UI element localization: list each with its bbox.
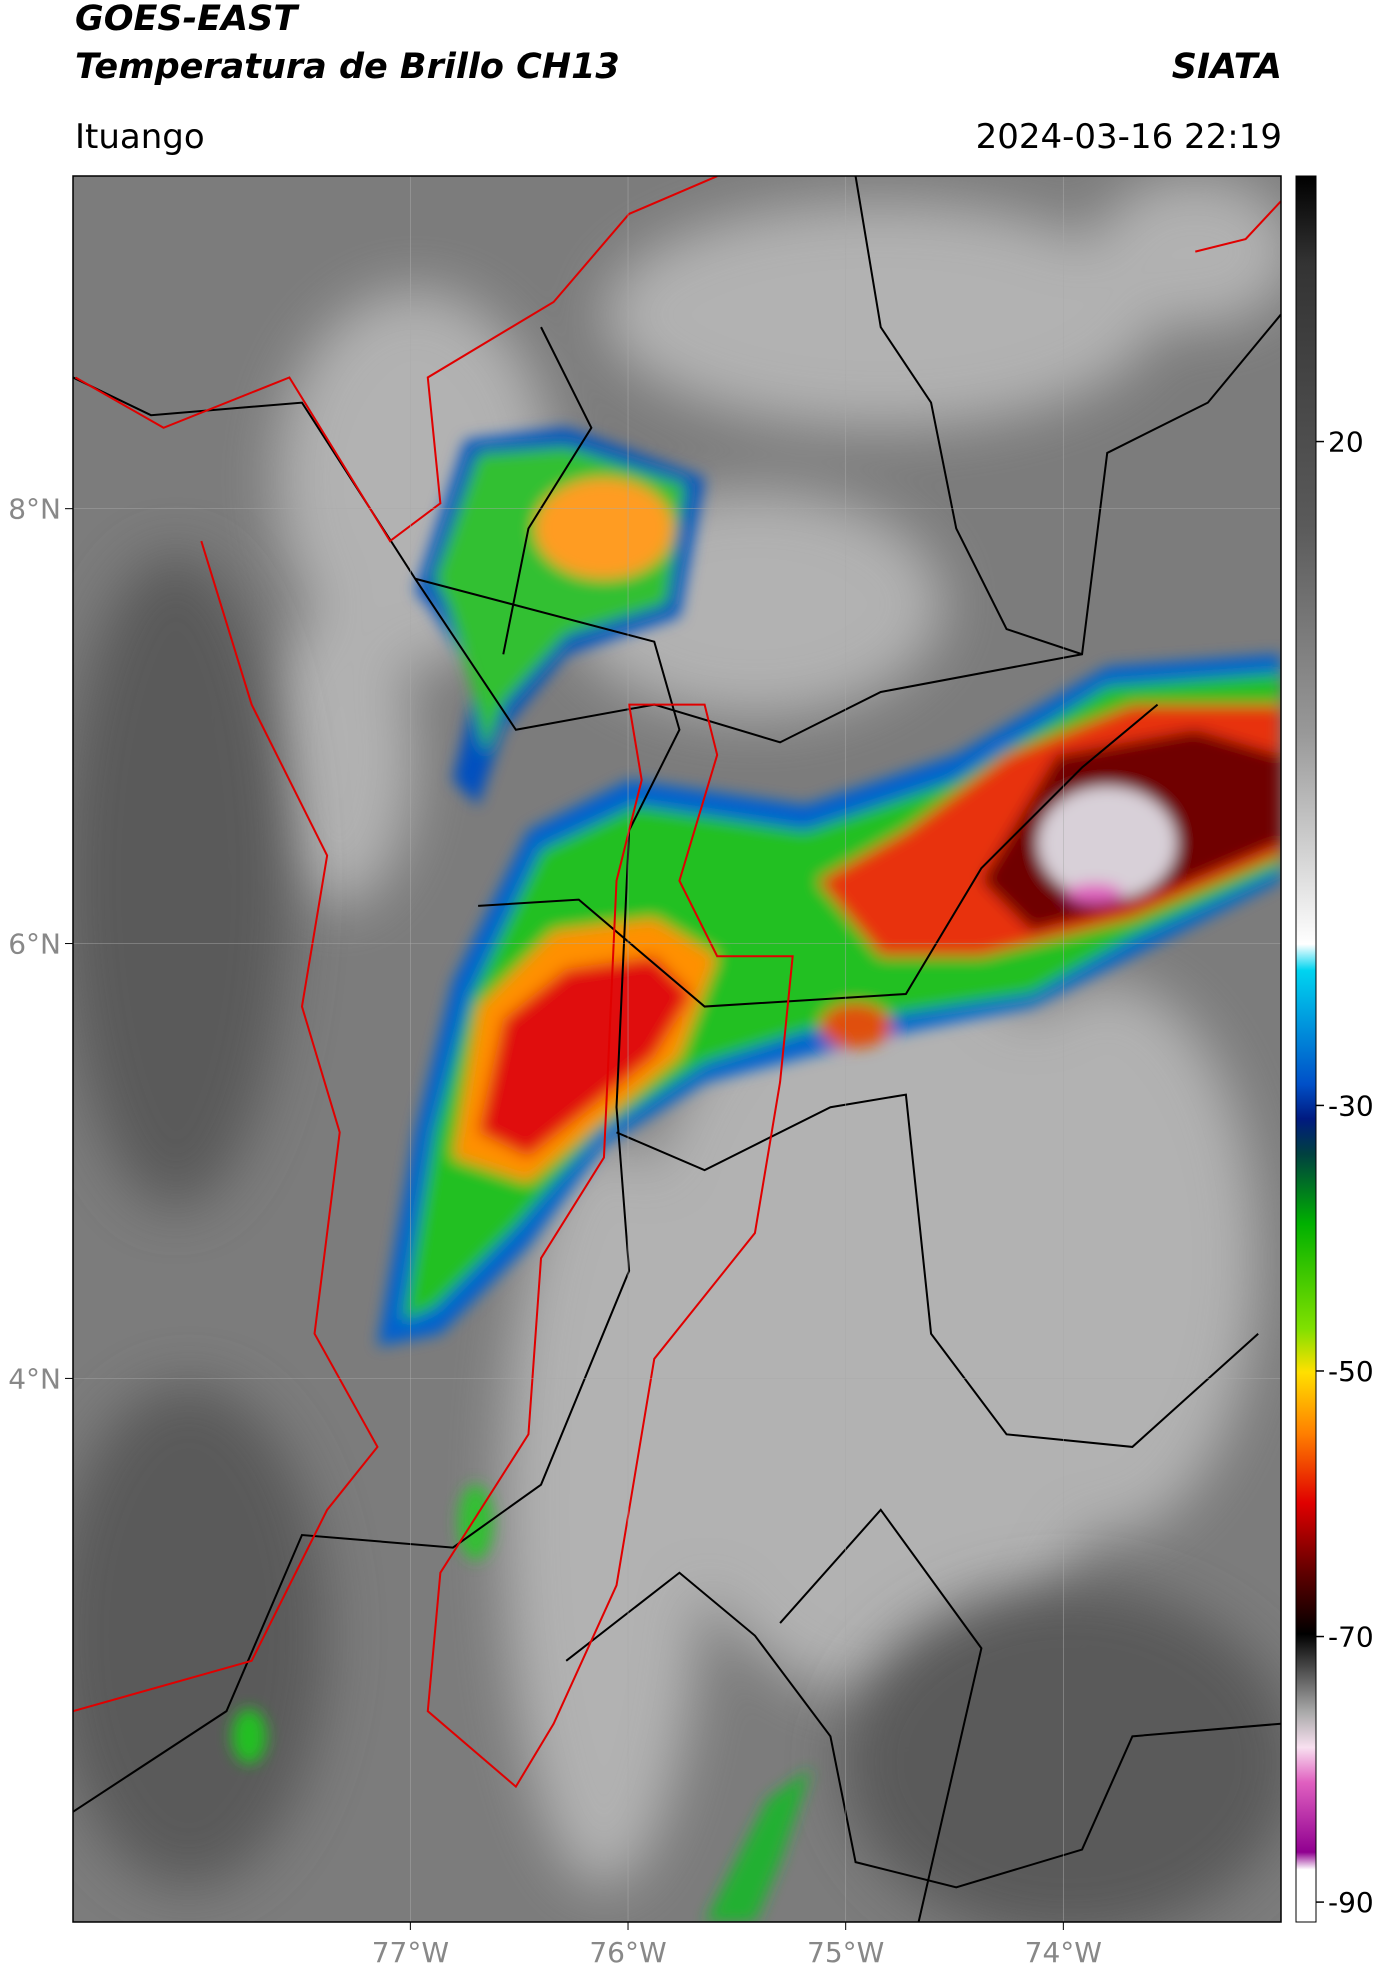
colorbar-label: -70 <box>1328 1621 1374 1654</box>
title-line2: Temperatura de Brillo CH13 <box>75 47 620 87</box>
lon-label: 76°W <box>589 1936 666 1969</box>
lon-label: 77°W <box>372 1936 449 1969</box>
colorbar-label: 20 <box>1328 426 1364 459</box>
admin-borders <box>73 176 1281 1922</box>
lat-label: 6°N <box>8 928 61 961</box>
agency: SIATA <box>1172 47 1282 87</box>
colorbar <box>1295 175 1317 1923</box>
axes: 77°W 76°W 75°W 74°W 8°N 6°N 4°N 20 -30 -50 -70 -90 <box>8 426 1374 1969</box>
timestamp: 2024-03-16 22:19 <box>976 117 1282 157</box>
map-imagery <box>73 176 1281 1922</box>
colorbar-label: -30 <box>1328 1089 1374 1122</box>
national-borders <box>73 176 1281 1789</box>
lon-label: 75°W <box>807 1936 884 1969</box>
colorbar-label: -50 <box>1328 1355 1374 1388</box>
lat-label: 4°N <box>8 1362 61 1395</box>
lon-label: 74°W <box>1025 1936 1102 1969</box>
clouds <box>73 176 1281 1922</box>
colorbar-label: -90 <box>1328 1886 1374 1919</box>
graticule <box>73 176 1281 1922</box>
title-line1: GOES-EAST <box>75 0 300 39</box>
location: Ituango <box>75 117 205 157</box>
map-frame <box>72 175 1282 1923</box>
lat-label: 8°N <box>8 493 61 526</box>
